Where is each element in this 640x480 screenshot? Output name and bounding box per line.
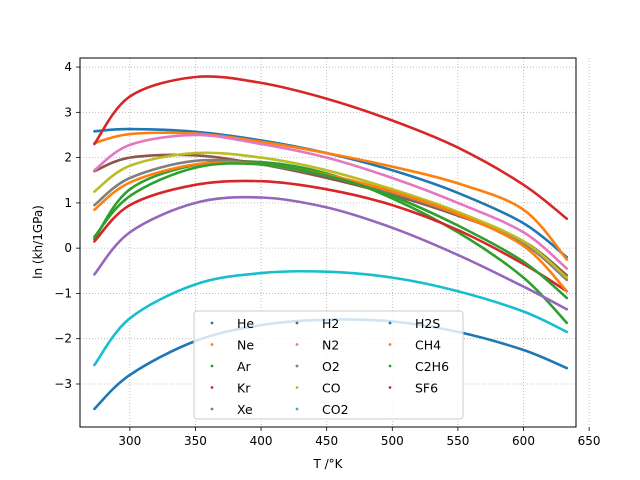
y-tick-label: 3	[64, 105, 72, 119]
x-axis: 300 350 400 450 500 550 600 650	[118, 427, 601, 448]
legend: He Ne Ar Kr Xe H2 N2 O2 CO CO2 H2S CH4 C2H6 SF6	[193, 310, 464, 420]
legend-marker-co2	[295, 407, 299, 411]
x-tick-label: 650	[578, 434, 601, 448]
y-tick-label: −1	[54, 286, 72, 300]
legend-label-h2: H2	[322, 316, 339, 331]
legend-marker-sf6	[388, 386, 392, 389]
legend-label-co2: CO2	[322, 402, 349, 417]
legend-label-c2h6: C2H6	[415, 359, 449, 374]
legend-marker-he	[210, 321, 214, 325]
axes-frame	[79, 57, 577, 428]
x-tick-label: 450	[315, 434, 338, 448]
legend-marker-ar	[210, 364, 214, 368]
y-tick-label: 0	[64, 241, 72, 255]
series-co-curve	[93, 151, 569, 279]
y-tick-label: −3	[54, 377, 72, 391]
legend-label-kr: Kr	[237, 381, 251, 396]
legend-label-h2s: H2S	[415, 316, 440, 331]
y-tick-label: 4	[64, 60, 72, 74]
x-tick-label: 550	[446, 434, 469, 448]
series-c2h6-curve	[93, 162, 569, 300]
legend-label-he: He	[237, 316, 254, 331]
y-axis: −3 −2 −1 0 1 2 3 4	[54, 60, 80, 391]
series-xe-curve	[93, 195, 569, 311]
legend-label-xe: Xe	[237, 402, 253, 417]
series-kr-curve	[93, 179, 569, 293]
legend-marker-ne	[210, 343, 214, 346]
legend-marker-kr	[210, 386, 214, 389]
legend-label-co: CO	[322, 381, 341, 396]
x-tick-label: 400	[250, 434, 273, 448]
x-axis-label: T /°K	[312, 457, 343, 471]
legend-label-o2: O2	[322, 359, 340, 374]
x-tick-label: 300	[118, 434, 141, 448]
legend-label-n2: N2	[322, 338, 339, 353]
y-tick-label: −2	[54, 332, 72, 346]
y-axis-label: ln (kh/1GPa)	[31, 205, 45, 279]
series-co2-curve	[93, 269, 569, 367]
legend-label-ne: Ne	[237, 338, 254, 353]
series-sf6-curve	[93, 75, 569, 220]
x-tick-label: 500	[381, 434, 404, 448]
y-tick-label: 1	[64, 196, 72, 210]
legend-box	[193, 310, 464, 420]
legend-label-ar: Ar	[237, 359, 252, 374]
legend-marker-c2h6	[388, 364, 392, 368]
legend-marker-o2	[295, 364, 299, 368]
x-tick-label: 350	[184, 434, 207, 448]
legend-marker-h2	[295, 321, 299, 325]
legend-marker-co	[295, 386, 299, 389]
legend-marker-xe	[210, 407, 214, 411]
x-tick-label: 600	[512, 434, 535, 448]
series-ne-curve	[93, 131, 569, 261]
y-tick-label: 2	[64, 151, 72, 165]
legend-marker-n2	[295, 343, 299, 346]
legend-label-sf6: SF6	[415, 381, 438, 396]
series-n2-curve	[93, 133, 569, 270]
legend-marker-ch4	[388, 343, 392, 346]
legend-label-ch4: CH4	[415, 338, 441, 353]
legend-marker-h2s	[388, 321, 392, 325]
